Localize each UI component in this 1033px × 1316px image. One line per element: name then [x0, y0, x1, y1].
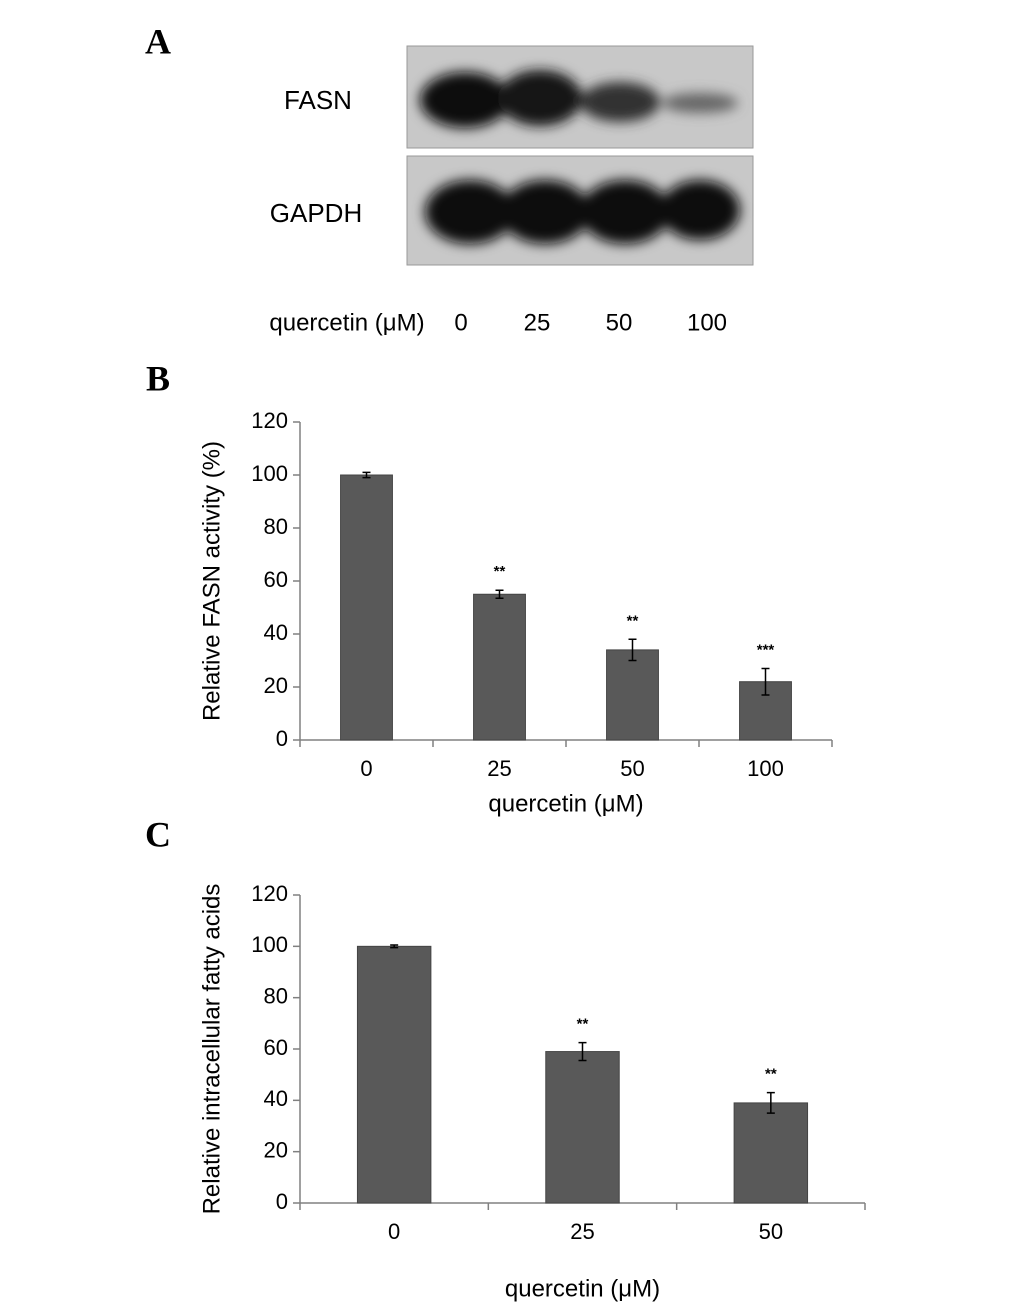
significance-label: ** [627, 612, 639, 629]
x-tick-label: 25 [570, 1219, 594, 1244]
gapdh-bands [425, 180, 740, 244]
significance-label: ** [577, 1016, 589, 1033]
x-tick-label: 0 [360, 756, 372, 781]
y-axis-label: Relative FASN activity (%) [198, 441, 225, 721]
y-tick-label: 40 [264, 1086, 288, 1111]
y-tick-label: 100 [251, 932, 288, 957]
y-tick-label: 20 [264, 673, 288, 698]
error-bar [766, 1091, 775, 1114]
panel-label: B [146, 358, 170, 398]
significance-label: ** [494, 563, 506, 580]
x-tick-label: 50 [759, 1219, 783, 1244]
y-tick-label: 80 [264, 514, 288, 539]
significance-label: *** [757, 641, 775, 658]
x-tick-label: 50 [620, 756, 644, 781]
significance-label: ** [765, 1066, 777, 1083]
error-bar [495, 589, 504, 599]
y-tick-label: 0 [276, 1189, 288, 1214]
x-tick-label: 0 [388, 1219, 400, 1244]
y-tick-label: 60 [264, 567, 288, 592]
bar [340, 474, 393, 741]
y-tick-label: 120 [251, 881, 288, 906]
x-tick-label: 25 [487, 756, 511, 781]
bar [473, 593, 526, 741]
dose-label: 50 [606, 309, 633, 336]
y-tick-label: 100 [251, 461, 288, 486]
blot-row-label: GAPDH [270, 198, 362, 228]
error-bar [390, 944, 399, 949]
fasn-bands [420, 70, 738, 128]
y-tick-label: 80 [264, 983, 288, 1008]
panel-label: C [145, 814, 171, 854]
x-axis-label: quercetin (μM) [488, 790, 643, 817]
bar [733, 1102, 809, 1204]
y-tick-label: 40 [264, 620, 288, 645]
dose-label: 0 [454, 309, 467, 336]
panel-label: A [145, 21, 171, 61]
error-bar [761, 667, 770, 696]
blot [406, 45, 754, 266]
bar [356, 945, 432, 1204]
bar [545, 1051, 620, 1204]
dose-label: 25 [524, 309, 551, 336]
blot-row-label: FASN [284, 85, 352, 115]
error-bar [578, 1041, 587, 1062]
y-axis-label: Relative intracellular fatty acids [198, 884, 225, 1215]
y-tick-label: 0 [276, 726, 288, 751]
bar [606, 649, 659, 741]
dose-label: 100 [687, 309, 727, 336]
treatment-label: quercetin (μM) [269, 309, 424, 336]
x-tick-label: 100 [747, 756, 784, 781]
x-axis-label: quercetin (μM) [505, 1275, 660, 1302]
y-tick-label: 60 [264, 1035, 288, 1060]
error-bar [628, 638, 637, 662]
y-tick-label: 120 [251, 408, 288, 433]
error-bar [362, 471, 371, 479]
y-tick-label: 20 [264, 1137, 288, 1162]
